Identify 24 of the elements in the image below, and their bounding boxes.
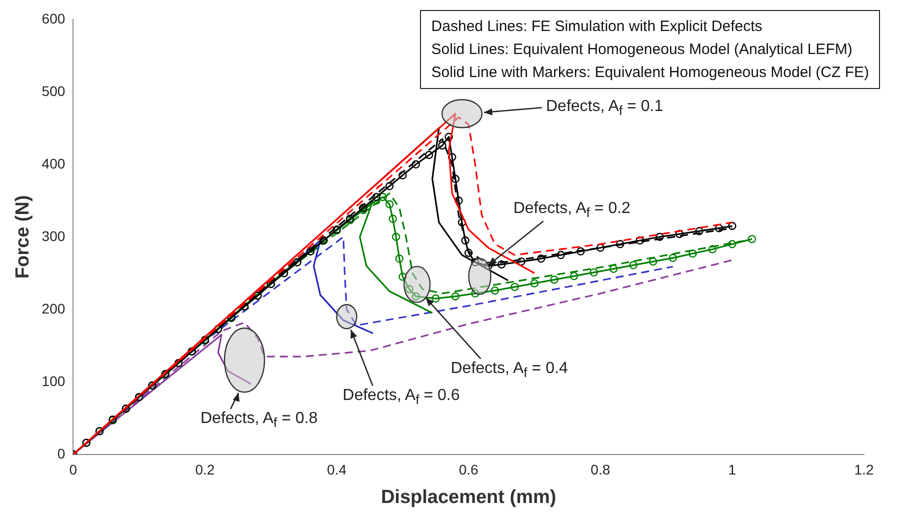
y-tick-label: 500: [42, 82, 66, 99]
annotation: Defects, A$_{f}$ = 0.2: [513, 200, 630, 220]
y-axis-title: Force (N): [12, 195, 34, 279]
x-tick-label: 0: [69, 462, 78, 478]
x-tick-label: 0.8: [590, 462, 610, 478]
annotation: Defects, A$_{f}$ = 0.6: [342, 386, 460, 407]
annotation: Solid Lines: Equivalent Homogeneous Model (Analytical LEFM): [431, 40, 854, 60]
y-tick-label: 100: [42, 372, 66, 389]
annotation: Solid Line with Markers: Equivalent Homogeneous Model (CZ FE): [431, 63, 869, 83]
x-tick-label: 1.2: [854, 462, 874, 478]
x-tick-label: 0.2: [195, 462, 215, 478]
annotation: Dashed Lines: FE Simulation with Explicit Defects: [431, 17, 764, 37]
y-tick-label: 300: [42, 228, 66, 244]
y-tick-label: 0: [57, 445, 66, 462]
annotation: Defects, A$_{f}$ = 0.8: [200, 410, 318, 430]
x-tick-label: 0.6: [458, 462, 479, 478]
y-tick-label: 600: [42, 10, 66, 26]
annotation: Defects, A$_{f}$ = 0.1: [546, 98, 664, 118]
x-axis-title: Displacement (mm): [380, 486, 556, 508]
x-tick-label: 0.4: [327, 462, 347, 478]
y-tick-label: 400: [42, 155, 66, 172]
x-tick-label: 1: [728, 462, 736, 478]
annotation: Defects, A$_{f}$ = 0.4: [450, 360, 568, 380]
y-tick-label: 200: [42, 300, 66, 316]
